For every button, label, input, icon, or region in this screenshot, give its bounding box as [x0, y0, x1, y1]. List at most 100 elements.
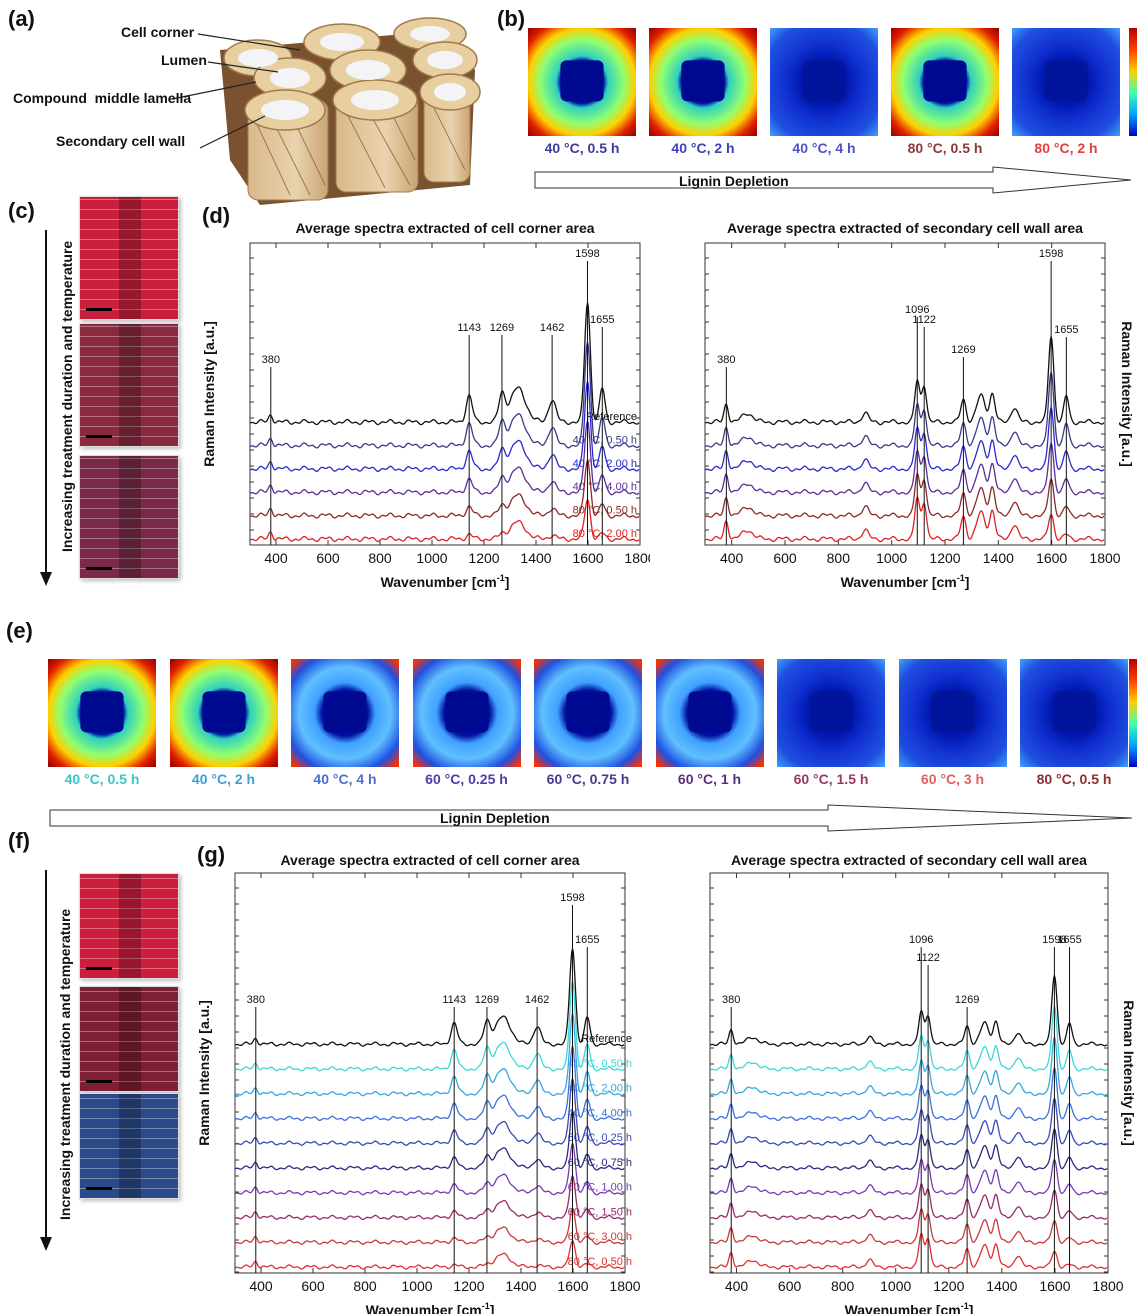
spectrum-line	[235, 1239, 625, 1270]
peak-label: 380	[262, 354, 280, 366]
x-tick-label: 1200	[929, 550, 960, 566]
spectrum-line	[710, 1065, 1108, 1122]
spectrum-line	[705, 336, 1105, 426]
peak-label: 1143	[457, 322, 481, 334]
x-tick-label: 1400	[505, 1278, 536, 1294]
sample-photo	[79, 196, 179, 320]
peak-label: 1143	[442, 994, 466, 1006]
x-tick-label: 1800	[624, 550, 650, 566]
panel-label-d: (d)	[202, 203, 231, 228]
spectrum-line	[250, 302, 640, 426]
raman-map-tile	[770, 28, 878, 136]
x-tick-label: 600	[778, 1278, 802, 1294]
x-tick-label: 800	[368, 550, 392, 566]
x-tick-label: 1200	[453, 1278, 484, 1294]
plot-frame	[709, 872, 1109, 1274]
peak-label: 1096	[905, 304, 929, 316]
x-tick-label: 1600	[557, 1278, 588, 1294]
spectrum-line	[710, 1182, 1108, 1221]
raman-map-tile	[534, 659, 642, 767]
x-tick-label: 1600	[1039, 1278, 1070, 1294]
peak-label: 1269	[951, 344, 975, 356]
x-tick-label: 1400	[986, 1278, 1017, 1294]
spectra-chart-g-cell-corner: Average spectra extracted of cell corner…	[196, 852, 641, 1314]
down-arrow-c	[40, 230, 52, 586]
peak-label: 1269	[475, 994, 499, 1006]
series-label: Reference	[581, 1033, 632, 1045]
spectrum-line	[235, 1011, 625, 1097]
spectra-chart-d-secondary-wall: Average spectra extracted of secondary c…	[704, 220, 1135, 590]
spectrum-line	[235, 980, 625, 1072]
x-axis-label: Wavenumber [cm-1]	[841, 573, 970, 590]
series-label: 60 °C, 1.00 h	[568, 1182, 632, 1194]
plot-frame	[704, 242, 1106, 546]
raman-map-tile	[528, 28, 636, 136]
raman-map-tile	[412, 659, 521, 767]
spectrum-line	[705, 441, 1105, 496]
scale-bar	[86, 435, 112, 438]
x-tick-label: 1400	[983, 550, 1014, 566]
x-tick-label: 600	[316, 550, 340, 566]
series-label: Reference	[586, 411, 637, 423]
panel-label-c: (c)	[8, 198, 35, 223]
lignin-depletion-arrow-e	[49, 804, 1133, 832]
series-label: 40 °C, 0.50 h	[568, 1058, 632, 1070]
x-tick-label: 400	[725, 1278, 749, 1294]
peak-label: 1598	[1042, 934, 1066, 946]
spectrum-line	[235, 1043, 625, 1122]
raman-map-tile	[898, 659, 1007, 767]
spectrum-line	[235, 1109, 625, 1171]
raman-map-caption: 80 °C, 2 h	[1034, 140, 1098, 156]
schematic-label-cell-corner: Cell corner	[121, 24, 195, 40]
x-tick-label: 800	[353, 1278, 377, 1294]
raman-map-tile	[891, 28, 999, 136]
raman-map-caption: 80 °C, 0.5 h	[907, 140, 983, 156]
sample-photo	[79, 455, 179, 579]
series-label: 60 °C, 1.50 h	[568, 1206, 632, 1218]
peak-label: 1655	[1057, 934, 1081, 946]
spectrum-line	[710, 1034, 1108, 1097]
raman-map-caption: 60 °C, 1 h	[677, 771, 742, 787]
raman-map-tile	[169, 659, 278, 767]
raman-map-caption: 60 °C, 1.5 h	[793, 771, 869, 787]
spectrum-line	[235, 1141, 625, 1196]
x-tick-label: 1000	[880, 1278, 911, 1294]
spectrum-line	[710, 1232, 1108, 1270]
x-tick-label: 1600	[572, 550, 603, 566]
spectrum-line	[235, 1174, 625, 1221]
sample-dark-band	[119, 324, 141, 446]
x-tick-label: 1400	[520, 550, 551, 566]
x-tick-label: 400	[720, 550, 744, 566]
sample-dark-band	[119, 1094, 141, 1198]
x-tick-label: 400	[249, 1278, 273, 1294]
peak-label: 1598	[1039, 248, 1063, 260]
spectrum-line	[705, 405, 1105, 473]
peak-label: 1269	[490, 322, 514, 334]
series-label: 40 °C, 2.00 h	[568, 1083, 632, 1095]
x-tick-label: 1000	[401, 1278, 432, 1294]
spectrum-line	[705, 472, 1105, 519]
x-tick-label: 1000	[416, 550, 447, 566]
peak-label: 1462	[540, 322, 564, 334]
raman-map-tile	[655, 659, 764, 767]
x-tick-label: 1800	[1089, 550, 1120, 566]
raman-map-caption: 60 °C, 0.25 h	[425, 771, 508, 787]
spectrum-line	[705, 371, 1105, 449]
sample-dark-band	[119, 197, 141, 319]
y-axis-label: Raman Intensity [a.u.]	[1121, 1000, 1137, 1145]
sample-dark-band	[119, 987, 141, 1091]
peak-label: 1655	[590, 314, 614, 326]
plot-frame	[234, 872, 626, 1274]
spectrum-line	[710, 1157, 1108, 1196]
x-tick-label: 600	[301, 1278, 325, 1294]
series-label: 60 °C, 0.25 h	[568, 1132, 632, 1144]
panel-label-a: (a)	[8, 6, 35, 31]
spectrum-line	[710, 1207, 1108, 1245]
series-label: 60 °C, 0.75 h	[568, 1157, 632, 1169]
x-tick-label: 800	[827, 550, 851, 566]
panel-label-f: (f)	[8, 828, 30, 853]
scale-bar	[86, 308, 112, 311]
raman-map-caption: 40 °C, 0.5 h	[544, 140, 620, 156]
spectrum-line	[250, 498, 640, 543]
spectrum-line	[235, 948, 625, 1047]
